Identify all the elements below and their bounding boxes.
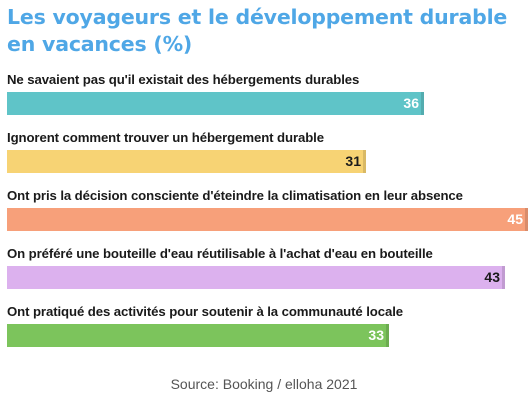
category-label: Ignorent comment trouver un hébergement … <box>7 130 324 145</box>
bar <box>7 150 366 173</box>
bar <box>7 92 424 115</box>
bar-track: 36 <box>7 92 528 115</box>
bar-row: Ont pris la décision consciente d'éteind… <box>7 188 528 231</box>
bar <box>7 324 389 347</box>
bar <box>7 266 505 289</box>
bar-track: 33 <box>7 324 528 347</box>
bar-row: Ignorent comment trouver un hébergement … <box>7 130 528 173</box>
source-note: Source: Booking / elloha 2021 <box>170 376 358 392</box>
bar-track: 45 <box>7 208 528 231</box>
bar-value-label: 36 <box>403 95 419 111</box>
chart-title: Les voyageurs et le développement durabl… <box>7 5 508 56</box>
bar-row: Ne savaient pas qu'il existait des héber… <box>7 72 528 115</box>
bar-value-label: 43 <box>484 269 500 285</box>
category-label: Ont pratiqué des activités pour soutenir… <box>7 304 404 319</box>
bar-value-label: 33 <box>368 327 384 343</box>
bar-value-label: 45 <box>507 211 523 227</box>
category-label: Ne savaient pas qu'il existait des héber… <box>7 72 360 87</box>
bar-row: Ont pratiqué des activités pour soutenir… <box>7 304 528 347</box>
bar <box>7 208 528 231</box>
bar-value-label: 31 <box>345 153 361 169</box>
bar-track: 43 <box>7 266 528 289</box>
bar-row: On préféré une bouteille d'eau réutilisa… <box>7 246 528 289</box>
category-label: On préféré une bouteille d'eau réutilisa… <box>7 246 433 261</box>
category-label: Ont pris la décision consciente d'éteind… <box>7 188 463 203</box>
bar-track: 31 <box>7 150 528 173</box>
